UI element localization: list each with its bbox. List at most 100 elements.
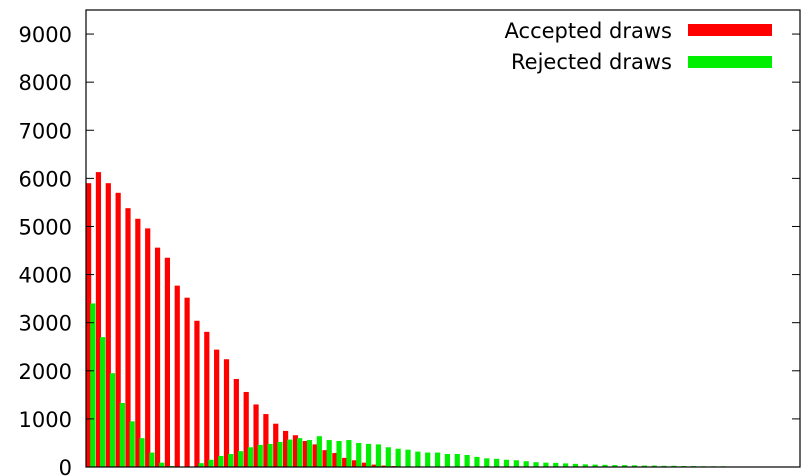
bar-accepted xyxy=(95,172,102,468)
bar-accepted xyxy=(233,378,239,467)
bar-accepted xyxy=(145,228,151,467)
bar-accepted xyxy=(283,430,289,467)
bar-rejected xyxy=(326,440,332,467)
bar-accepted xyxy=(194,320,200,467)
bar-rejected xyxy=(385,447,391,467)
bar-rejected xyxy=(543,462,549,467)
bar-rejected xyxy=(228,454,234,467)
bar-rejected xyxy=(149,452,155,467)
bar-accepted xyxy=(302,441,308,467)
bar-rejected xyxy=(572,463,579,467)
bar-rejected xyxy=(129,421,135,467)
bar-rejected xyxy=(474,456,480,467)
bar-rejected xyxy=(277,441,283,467)
bar-rejected xyxy=(454,454,460,467)
bar-rejected xyxy=(484,458,490,467)
bar-rejected xyxy=(612,465,618,467)
bar-rejected xyxy=(297,438,303,467)
bar-accepted xyxy=(322,450,328,467)
bar-rejected xyxy=(513,460,519,467)
bar-rejected xyxy=(592,464,598,467)
bar-rejected xyxy=(237,451,244,467)
bar-rejected xyxy=(563,463,569,467)
bar-accepted xyxy=(292,435,299,467)
bar-rejected xyxy=(415,451,421,467)
bar-rejected xyxy=(208,459,214,467)
bar-rejected xyxy=(503,459,510,467)
bar-rejected xyxy=(444,454,450,467)
bar-accepted xyxy=(332,453,338,467)
y-tick-label: 6000 xyxy=(19,167,72,191)
bar-rejected xyxy=(631,465,638,467)
bar-rejected xyxy=(533,462,539,467)
bar-rejected xyxy=(257,444,263,467)
bar-rejected xyxy=(602,464,608,467)
y-tick-label: 7000 xyxy=(19,119,72,143)
legend: Accepted draws Rejected draws xyxy=(505,19,772,74)
y-tick-label: 3000 xyxy=(19,312,72,336)
bar-accepted xyxy=(243,391,249,467)
bar-rejected xyxy=(405,449,411,467)
bar-rejected xyxy=(159,462,165,467)
bar-accepted xyxy=(351,460,358,467)
bar-rejected xyxy=(218,455,224,467)
bar-rejected xyxy=(523,461,529,467)
bar-rejected xyxy=(553,462,559,467)
bar-rejected xyxy=(622,465,628,467)
bar-accepted xyxy=(164,257,170,467)
bar-rejected xyxy=(346,440,352,467)
bar-rejected xyxy=(316,436,322,467)
y-tick-label: 2000 xyxy=(19,360,72,384)
legend-label-rejected: Rejected draws xyxy=(511,50,672,74)
plot-frame xyxy=(85,9,801,468)
legend-swatch-rejected xyxy=(688,56,772,68)
legend-swatch-accepted xyxy=(688,24,772,36)
bar-rejected xyxy=(464,454,470,467)
bar-rejected xyxy=(139,438,145,467)
bar-rejected xyxy=(366,443,372,467)
bar-rejected xyxy=(287,439,293,467)
bar-rejected xyxy=(582,464,588,467)
bar-accepted xyxy=(135,218,141,467)
bar-rejected xyxy=(356,442,362,467)
bar-accepted xyxy=(174,285,180,467)
bar-accepted xyxy=(125,208,131,467)
bar-accepted xyxy=(86,183,92,467)
bar-accepted xyxy=(361,462,367,467)
legend-label-accepted: Accepted draws xyxy=(505,19,672,43)
bar-rejected xyxy=(100,337,106,467)
bar-accepted xyxy=(105,183,111,467)
y-axis: 0 1000 2000 3000 4000 5000 6000 7000 8000 9000 xyxy=(19,23,800,476)
bar-rejected xyxy=(306,440,313,467)
bar-rejected xyxy=(375,444,382,467)
bar-rejected xyxy=(641,465,647,467)
bar-rejected xyxy=(119,403,125,467)
bar-accepted xyxy=(312,444,318,467)
bar-rejected xyxy=(434,452,441,467)
bar-accepted xyxy=(253,404,259,467)
y-tick-label: 1000 xyxy=(19,408,72,432)
y-tick-label: 0 xyxy=(59,456,72,476)
y-tick-label: 4000 xyxy=(19,264,72,288)
bar-accepted xyxy=(263,414,269,467)
bar-rejected xyxy=(198,463,204,467)
y-tick-label: 8000 xyxy=(19,71,72,95)
bar-accepted xyxy=(223,359,230,467)
bar-rejected xyxy=(109,373,116,467)
bar-rejected xyxy=(267,443,273,467)
bar-accepted xyxy=(342,457,348,467)
bar-rejected xyxy=(90,303,96,467)
bars-layer xyxy=(86,172,776,468)
bar-accepted xyxy=(273,423,279,467)
bar-rejected xyxy=(395,448,401,467)
bar-rejected xyxy=(494,458,500,467)
bar-accepted xyxy=(184,297,190,467)
bar-rejected xyxy=(336,441,342,467)
bar-accepted xyxy=(371,464,377,467)
bar-accepted xyxy=(381,465,387,467)
bar-accepted xyxy=(115,192,121,468)
bar-rejected xyxy=(651,465,657,467)
y-tick-label: 5000 xyxy=(19,215,72,239)
bar-accepted xyxy=(154,247,161,467)
